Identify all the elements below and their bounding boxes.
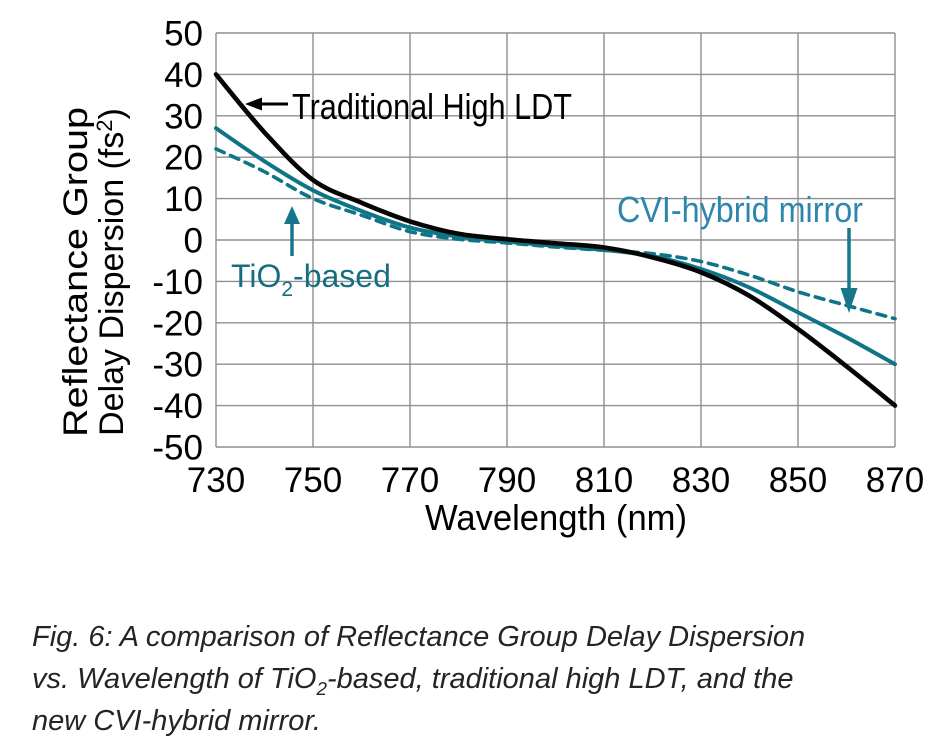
traditional-arrow-icon [245,97,288,111]
x-tick-label-750: 750 [284,461,342,500]
x-tick-label-830: 830 [672,461,730,500]
figure-caption: Fig. 6: A comparison of Reflectance Grou… [32,616,805,742]
x-tick-label-790: 790 [478,461,536,500]
x-tick-label-730: 730 [187,461,245,500]
y-tick-label--30: -30 [152,346,203,385]
y-tick-label-50: 50 [164,15,203,54]
y-tick-label--10: -10 [152,263,203,302]
annotation-traditional-label: Traditional High LDT [292,86,572,127]
caption-line-1: Fig. 6: A comparison of Reflectance Grou… [32,621,806,653]
caption-line-2-pre: vs. Wavelength of TiO [32,663,317,695]
x-tick-label-870: 870 [866,461,924,500]
grid [215,32,896,448]
x-tick-label-770: 770 [381,461,439,500]
curve-cvi-hybrid-mirror [214,126,897,367]
curve-traditional-high-ldt [213,72,898,408]
x-tick-label-810: 810 [575,461,633,500]
x-axis-title: Wavelength (nm) [425,497,687,538]
y-tick-label-10: 10 [164,180,203,219]
y-tick-label-40: 40 [164,56,203,95]
y-tick-label--40: -40 [152,387,203,426]
y-tick-label-30: 30 [164,97,203,136]
y-tick-label--50: -50 [152,429,203,468]
traditional-arrow-icon-head [245,97,262,111]
caption-line-3: new CVI-hybrid mirror. [32,705,321,737]
annotation-cvi-label: CVI-hybrid mirror [617,189,863,230]
cvi-arrow-icon-head [840,288,858,313]
y-axis-title-line-2: Delay Dispersion (fs2) [92,108,131,436]
caption-line-2: vs. Wavelength of TiO2-based, traditiona… [32,658,805,700]
y-tick-label-0: 0 [184,222,203,261]
y-tick-label--20: -20 [152,304,203,343]
curves [213,72,898,408]
caption-tio2-subscript: 2 [316,677,327,699]
tio2-arrow-icon-head [284,206,300,224]
annotation-tio2-label: TiO2-based [231,258,391,301]
cvi-arrow-icon [840,228,858,313]
y-axis-title-line-1: Reflectance Group [57,107,95,437]
y-tick-label-20: 20 [164,139,203,178]
x-tick-label-850: 850 [769,461,827,500]
tio2-arrow-icon [284,206,300,256]
caption-line-2-post: -based, traditional high LDT, and the [326,663,794,695]
